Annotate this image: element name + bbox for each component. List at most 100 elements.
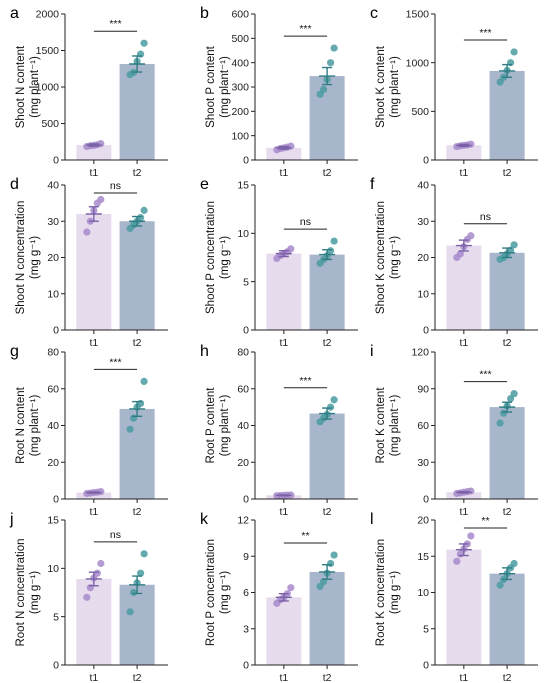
x-tick-label: t2 bbox=[133, 506, 142, 518]
x-tick-label: t1 bbox=[89, 167, 98, 179]
y-axis-label-line1: Root K concentration bbox=[375, 539, 387, 646]
point-t2 bbox=[496, 419, 504, 427]
y-tick-label: 2000 bbox=[36, 9, 60, 21]
y-tick-label: 20 bbox=[47, 457, 59, 469]
point-t2 bbox=[330, 551, 338, 559]
error-bar-t2 bbox=[319, 564, 336, 580]
y-tick-label: 1000 bbox=[36, 82, 60, 94]
error-bar-t1 bbox=[455, 543, 472, 557]
point-t2 bbox=[330, 44, 338, 52]
x-tick-label: t2 bbox=[503, 672, 512, 683]
y-tick-label: 0 bbox=[423, 325, 429, 337]
panel-h: 0 20 40 60 80 t1 t2 Root P content (mg plant⁻¹) *… bbox=[200, 343, 358, 518]
error-bar-t2 bbox=[499, 63, 516, 78]
x-tick-label: t1 bbox=[279, 506, 288, 518]
x-tick-label: t1 bbox=[279, 167, 288, 179]
point-t1 bbox=[456, 250, 464, 258]
panel-e: 0 5 10 15 t1 t2 Shoot P concentration (mg g⁻¹) n… bbox=[200, 176, 358, 349]
y-tick-label: 3 bbox=[243, 623, 249, 635]
y-tick-label: 0 bbox=[243, 494, 249, 506]
y-tick-label: 15 bbox=[47, 515, 59, 527]
significance-label: *** bbox=[299, 23, 311, 35]
bar-t1 bbox=[446, 549, 482, 665]
error-bar-t2 bbox=[319, 407, 336, 420]
y-tick-label: 500 bbox=[41, 118, 59, 130]
error-bar-t1 bbox=[455, 490, 472, 494]
x-tick-label: t1 bbox=[279, 672, 288, 683]
y-tick-label: 6 bbox=[243, 587, 249, 599]
point-t1 bbox=[287, 584, 295, 592]
bar-t2 bbox=[119, 584, 155, 665]
bar-t1 bbox=[266, 253, 302, 330]
x-tick-label: t1 bbox=[89, 506, 98, 518]
point-t2 bbox=[140, 377, 148, 385]
significance-label: ns bbox=[300, 216, 311, 228]
y-axis-label: Shoot P concentration (mg g⁻¹) bbox=[205, 201, 231, 314]
panel-letter: l bbox=[370, 511, 374, 528]
y-axis-label: Shoot N content (mg plant⁻¹) bbox=[15, 45, 41, 128]
y-tick-label: 300 bbox=[231, 82, 249, 94]
x-tick-label: t2 bbox=[133, 672, 142, 683]
y-tick-label: 10 bbox=[417, 288, 429, 300]
x-tick-label: t2 bbox=[323, 672, 332, 683]
y-axis-label-line2: (mg g⁻¹) bbox=[29, 236, 41, 279]
significance-label: ns bbox=[110, 180, 121, 192]
point-t2 bbox=[510, 48, 518, 56]
error-bar-t2 bbox=[499, 247, 516, 259]
y-tick-label: 0 bbox=[423, 494, 429, 506]
y-tick-label: 60 bbox=[417, 420, 429, 432]
y-tick-label: 600 bbox=[231, 9, 249, 21]
significance-label: ns bbox=[110, 529, 121, 541]
point-t1 bbox=[83, 228, 91, 236]
y-tick-label: 90 bbox=[417, 383, 429, 395]
y-tick-label: 15 bbox=[417, 551, 429, 563]
panel-letter: c bbox=[370, 5, 378, 22]
x-tick-label: t2 bbox=[133, 167, 142, 179]
panel-letter: e bbox=[200, 176, 209, 193]
y-axis-label-line1: Shoot K content bbox=[375, 45, 387, 128]
y-axis-label-line2: (mg g⁻¹) bbox=[389, 236, 401, 279]
point-t1 bbox=[453, 557, 461, 565]
y-tick-label: 5 bbox=[243, 276, 249, 288]
y-tick-label: 0 bbox=[243, 325, 249, 337]
y-tick-label: 1500 bbox=[406, 9, 430, 21]
panel-letter: b bbox=[200, 5, 209, 22]
x-tick-label: t1 bbox=[459, 672, 468, 683]
panel-letter: g bbox=[10, 343, 19, 360]
x-tick-label: t2 bbox=[503, 506, 512, 518]
x-tick-label: t1 bbox=[459, 337, 468, 349]
error-bar-t1 bbox=[275, 250, 292, 258]
y-axis-label: Shoot P content (mg plant⁻¹) bbox=[205, 45, 231, 127]
significance-label: ** bbox=[301, 530, 309, 542]
panel-letter: d bbox=[10, 176, 19, 193]
point-t2 bbox=[330, 396, 338, 404]
x-tick-label: t1 bbox=[459, 167, 468, 179]
point-t2 bbox=[330, 237, 338, 245]
point-t2 bbox=[327, 403, 335, 411]
y-axis-label-line2: (mg plant⁻¹) bbox=[29, 56, 41, 118]
error-bar-t1 bbox=[275, 593, 292, 602]
y-tick-label: 30 bbox=[417, 457, 429, 469]
point-t2 bbox=[327, 59, 335, 67]
error-bar-t1 bbox=[85, 206, 102, 222]
y-axis-label-line2: (mg plant⁻¹) bbox=[389, 394, 401, 456]
y-axis-label-line1: Root P content bbox=[205, 387, 217, 464]
point-t1 bbox=[467, 532, 475, 540]
bar-t2 bbox=[489, 407, 525, 499]
error-bar-t1 bbox=[275, 145, 292, 150]
panel-f: 0 10 20 30 40 t1 t2 Shoot K concentration (mg g⁻… bbox=[370, 176, 538, 349]
y-tick-label: 0 bbox=[423, 155, 429, 167]
x-tick-label: t2 bbox=[323, 506, 332, 518]
panel-g: 0 20 40 60 80 t1 t2 Root N content (mg plant⁻¹) *… bbox=[10, 343, 168, 518]
significance-label: ** bbox=[481, 515, 489, 527]
y-axis-label-line2: (mg plant⁻¹) bbox=[219, 56, 231, 118]
y-axis-label-line2: (mg plant⁻¹) bbox=[389, 56, 401, 118]
bar-t2 bbox=[309, 571, 345, 665]
y-axis-label: Root K concentration (mg g⁻¹) bbox=[375, 539, 401, 646]
significance-label: *** bbox=[109, 356, 121, 368]
error-bar-t1 bbox=[275, 494, 292, 497]
panel-letter: f bbox=[370, 176, 375, 193]
y-axis-label-line1: Root N concentration bbox=[15, 538, 27, 646]
y-tick-label: 20 bbox=[237, 457, 249, 469]
y-axis-label-line2: (mg plant⁻¹) bbox=[29, 394, 41, 456]
